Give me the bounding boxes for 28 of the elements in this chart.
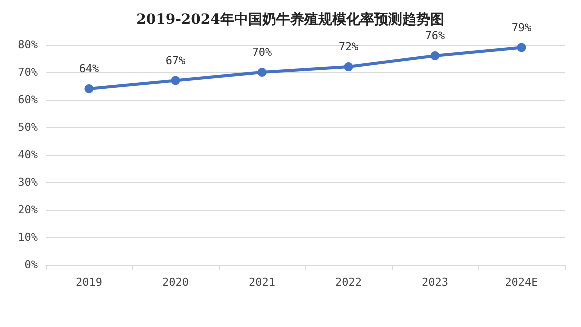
data-label: 67% — [166, 54, 186, 68]
data-label: 70% — [252, 46, 273, 59]
y-tick-label: 60% — [18, 94, 38, 106]
y-tick-label: 20% — [18, 204, 38, 216]
point — [430, 52, 440, 60]
point — [344, 62, 354, 72]
point — [171, 76, 180, 86]
x-tick-label: 2022 — [336, 276, 362, 289]
point — [517, 43, 526, 52]
data-label: 64% — [79, 62, 100, 76]
y-tick-label: 10% — [18, 231, 38, 244]
x-tick-label: 2023 — [422, 276, 448, 289]
data-label: 72% — [338, 40, 360, 54]
x-tick-label: 2019 — [76, 276, 102, 289]
data-label: 76% — [425, 30, 446, 42]
point — [258, 68, 267, 77]
y-tick-label: 40% — [18, 148, 38, 162]
point — [84, 84, 94, 94]
y-tick-label: 80% — [18, 38, 38, 52]
y-tick-label: 30% — [18, 176, 38, 189]
x-tick-label: 2020 — [162, 276, 189, 289]
x-tick-label: 2021 — [249, 276, 276, 289]
y-tick-label: 70% — [18, 66, 38, 79]
y-tick-label: 50% — [18, 121, 38, 134]
y-tick-label: 0% — [24, 258, 38, 272]
x-tick-label: 2024E — [505, 276, 538, 289]
chart-title: 2019-2024年中国奶牛养殖规模化率预测趋势图 — [136, 11, 444, 28]
data-label: 79% — [512, 21, 532, 34]
